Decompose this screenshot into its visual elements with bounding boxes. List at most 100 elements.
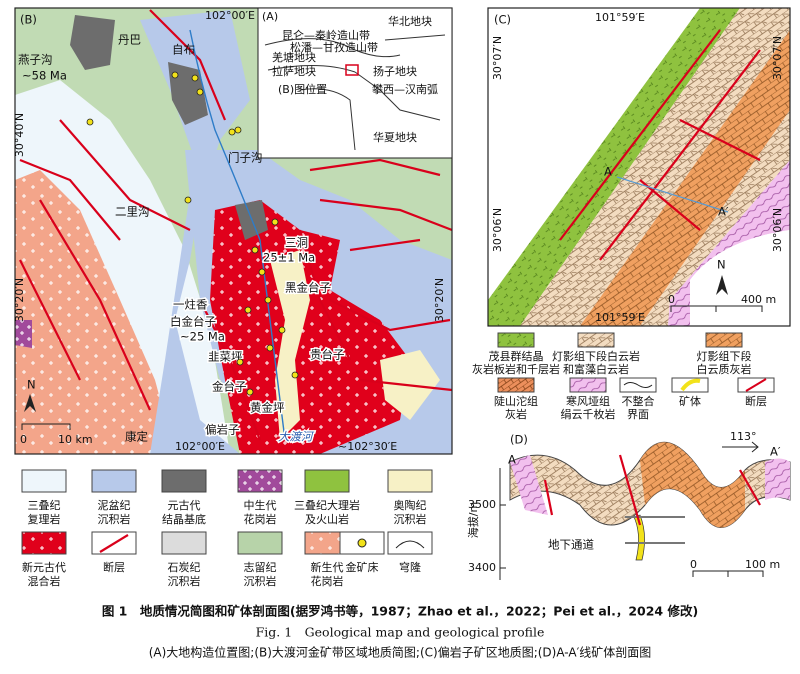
cenozoic-granite [15,170,175,454]
caption-sub: (A)大地构造位置图;(B)大渡河金矿带区域地质简图;(C)偏岩子矿区地质图;(… [149,645,652,660]
legend-text: 三叠纪大理岩 [294,498,360,512]
caption-zh: 图 1 地质情况简图和矿体剖面图(据罗鸿书等，1987；Zhao et al.，… [102,604,698,619]
legend-text: 断层 [745,394,767,408]
section-end: A [508,453,516,467]
d-axis [499,468,506,580]
gold-deposit [191,74,199,82]
legend-deposit [357,538,367,548]
path-shape [39,199,152,411]
section-end: A [604,165,612,179]
path-shape [298,229,351,361]
legend-text: 泥盆纪 [98,498,131,512]
legend-text: 新元古代 [22,560,66,574]
tunnels [625,516,685,544]
legend-dome [395,540,425,549]
legend-text: 及火山岩 [305,512,349,526]
unit-name: 昆仑—秦岭造山带 [282,28,370,42]
north-arrow-c [716,275,728,295]
y-tick-label: 3500 [468,498,496,511]
scale-bar-b [21,423,71,430]
north-arrow-b [24,394,36,412]
lat-label: 30°20′N [13,278,26,322]
lat-label: 30°07′N [491,36,504,80]
legend-swatch [497,332,535,348]
legend-text: 寒风垭组 [566,394,610,408]
legend-swatch [237,531,283,555]
caption-en: Fig. 1 Geological map and geological pro… [256,625,545,640]
legend-swatch [161,469,207,493]
path-shape [739,469,761,506]
legend-text: 石炭纪 [168,561,201,574]
legend-text: 穹隆 [399,560,421,574]
section-end: A′ [770,445,781,459]
legend-swatch [577,332,615,348]
legend-text: 结晶基底 [162,512,206,526]
gold-deposit [271,218,279,226]
legend-text: 志留纪 [244,561,277,574]
lat-label: 30°07′N [771,36,784,80]
river-name: 大渡河 [278,430,315,444]
legend-swatch [387,531,433,555]
path-shape [359,378,453,392]
legend-unconformity [623,382,653,388]
north: N [717,258,726,272]
unit-name: 华北地块 [388,14,432,28]
ordovician [270,250,310,440]
place: 偏岩子 [205,423,240,437]
lon-label: 101°59′E [595,11,645,24]
legend-text: 三叠纪 [28,499,61,512]
place: 一炷香 [173,298,208,312]
legend-text: 灰岩 [505,407,527,421]
path-shape [679,119,761,161]
path-shape [309,158,441,177]
panel-label: (D) [510,433,528,447]
legend-text: 奥陶纪 [394,498,427,512]
panel-c [487,7,791,327]
blank-2 [690,230,790,326]
path-shape [199,299,262,441]
profile-limestone [640,442,745,528]
path-shape [543,479,554,516]
legend-text: 混合岩 [28,574,61,588]
north: N [27,378,36,392]
legend-text: 灯影组下段白云岩 [552,349,640,363]
unit-name: 拉萨地块 [272,64,316,78]
section-line [616,176,729,213]
legend-swatch [304,469,350,493]
path-shape [149,9,227,121]
legend-text: 花岗岩 [311,574,344,588]
path-shape [559,29,721,241]
age: 25±1 Ma [263,251,315,265]
legend-text: 沉积岩 [168,574,201,588]
path-shape [319,198,453,232]
lat-label: 30°06′N [491,208,504,252]
path-shape [329,299,451,332]
legend-swatch [497,377,535,393]
gold-deposit [246,388,254,396]
place: 燕子沟 [18,53,53,67]
legend-swatch [21,531,67,555]
devonian [140,10,250,454]
place: 黄金坪 [250,401,285,415]
river [189,29,286,441]
legend-text: 中生代 [244,498,277,512]
age: ~25 Ma [180,330,225,344]
scale-text: 10 km [58,433,93,446]
gold-deposit [234,126,242,134]
place: 白金台子 [170,315,216,329]
gold-deposit [258,268,266,276]
legend-text: 白云质灰岩 [697,362,752,376]
legend-swatch [161,531,207,555]
place: 贵台子 [310,348,345,362]
legend-fault [745,378,767,392]
legend-swatch [671,377,709,393]
lon-label: 102°00′E [205,9,255,22]
gold-deposit [251,246,259,254]
gold-deposit [228,128,236,136]
basement [70,15,115,70]
legend-ore [680,378,701,392]
